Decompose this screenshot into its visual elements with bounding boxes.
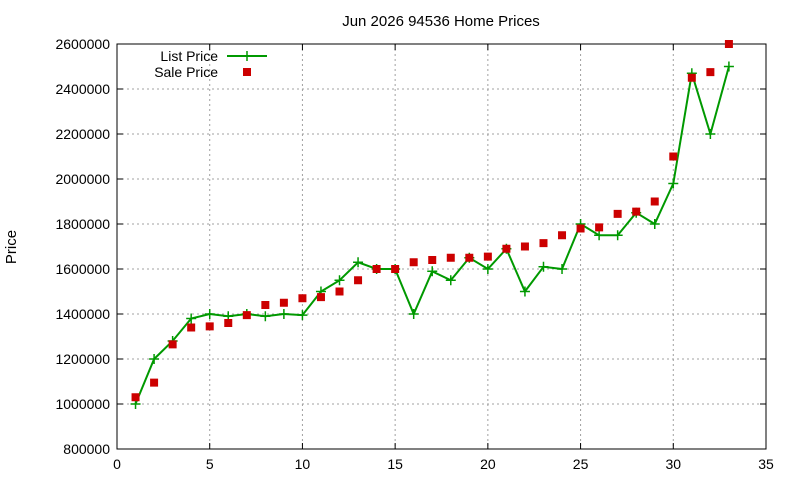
list-price-point — [408, 309, 419, 319]
y-tick-label: 2200000 — [55, 126, 110, 142]
list-price-line — [134, 66, 730, 405]
axes: 0 5 10 15 20 25 30 35 800000 1000000 1200000 140000… — [55, 36, 774, 472]
y-tick-label: 2400000 — [55, 81, 110, 97]
list-price-point — [149, 354, 160, 364]
sale-price-point — [261, 301, 270, 309]
series — [130, 40, 734, 409]
y-tick-label: 1000000 — [55, 396, 110, 412]
sale-price-point — [520, 242, 529, 251]
sale-price-point — [650, 197, 659, 206]
sale-price-point — [539, 239, 548, 248]
sale-price-point — [354, 276, 363, 285]
list-price-point — [353, 257, 364, 268]
x-tick-label: 10 — [295, 456, 311, 472]
x-tick-label: 5 — [206, 456, 214, 472]
sale-price-point — [483, 252, 492, 261]
sale-price-point — [298, 294, 307, 303]
list-price-point — [519, 286, 530, 297]
sale-price-point — [187, 323, 196, 332]
x-tick-label: 15 — [387, 456, 403, 472]
legend-marker — [242, 51, 252, 61]
sale-price-point — [724, 40, 733, 48]
sale-price-point — [391, 265, 400, 273]
list-price-point — [723, 61, 734, 72]
list-price-point — [649, 219, 660, 229]
list-price-point — [594, 230, 605, 241]
sale-price-point — [687, 73, 696, 82]
x-tick-label: 30 — [665, 456, 681, 472]
sale-price-point — [372, 265, 381, 273]
sale-price-point — [242, 311, 251, 320]
sale-price-point — [465, 253, 474, 262]
list-price-point — [482, 264, 493, 274]
list-price-point — [297, 310, 308, 321]
list-price-point — [278, 309, 289, 319]
y-tick-label: 800000 — [63, 441, 110, 457]
list-price-point — [186, 313, 197, 324]
sale-price-point — [316, 293, 325, 302]
plot-border — [116, 43, 767, 450]
x-tick-label: 0 — [113, 456, 121, 472]
list-price-point — [204, 309, 215, 319]
legend-label: List Price — [160, 48, 218, 64]
list-price-point — [612, 230, 623, 241]
list-price-point — [260, 311, 271, 322]
y-tick-label: 1200000 — [55, 351, 110, 367]
sale-price-point — [558, 231, 567, 240]
sale-price-point — [446, 253, 455, 262]
sale-price-point — [706, 68, 715, 77]
list-price-point — [445, 275, 456, 286]
sale-price-point — [669, 152, 678, 161]
y-tick-label: 1400000 — [55, 306, 110, 322]
x-tick-label: 20 — [480, 456, 496, 472]
list-price-point — [427, 266, 438, 277]
sale-price-point — [595, 223, 604, 232]
series-0 — [130, 61, 734, 409]
x-tick-label: 35 — [758, 456, 774, 472]
grid — [117, 44, 766, 449]
list-price-point — [705, 129, 716, 139]
list-price-point — [334, 275, 345, 286]
sale-price-point — [502, 244, 511, 253]
sale-price-point — [150, 378, 159, 387]
sale-price-point — [409, 258, 418, 267]
sale-price-point — [335, 287, 344, 296]
sale-price-point — [613, 209, 622, 218]
list-price-point — [538, 261, 549, 272]
x-tick-label: 25 — [573, 456, 589, 472]
list-price-point — [668, 178, 679, 189]
y-tick-label: 1600000 — [55, 261, 110, 277]
sale-price-point — [428, 256, 437, 264]
sale-price-point — [168, 340, 177, 349]
y-tick-label: 1800000 — [55, 216, 110, 232]
list-price-point — [557, 264, 568, 274]
legend-label: Sale Price — [154, 64, 218, 80]
y-axis-label: Price — [3, 230, 20, 264]
y-tick-label: 2000000 — [55, 171, 110, 187]
sale-price-point — [632, 207, 641, 216]
sale-price-point — [131, 393, 140, 402]
y-tick-label: 2600000 — [55, 36, 110, 52]
sale-price-point — [224, 319, 233, 327]
sale-price-point — [205, 322, 214, 331]
legend-marker — [243, 68, 251, 76]
chart-title: Jun 2026 94536 Home Prices — [342, 13, 540, 30]
sale-price-point — [279, 298, 288, 307]
sale-price-point — [576, 224, 585, 233]
series-1 — [131, 40, 733, 402]
